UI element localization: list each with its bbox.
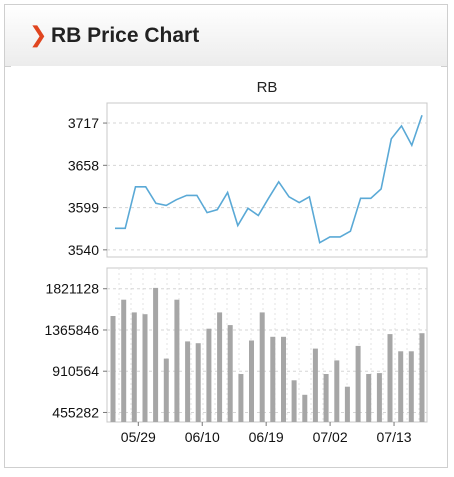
- x-tick-label: 06/19: [249, 429, 284, 445]
- price-y-tick-label: 3658: [68, 157, 99, 173]
- volume-y-tick-label: 1821128: [46, 281, 100, 297]
- volume-bar: [387, 334, 393, 422]
- volume-bar: [302, 394, 308, 422]
- volume-bar: [344, 386, 350, 422]
- panel-header: ❯ RB Price Chart: [5, 5, 447, 67]
- price-y-tick-label: 3599: [68, 200, 99, 216]
- volume-bar: [121, 299, 127, 422]
- chart-title: RB: [257, 79, 278, 96]
- volume-bar: [110, 316, 116, 422]
- volume-bar: [163, 358, 169, 422]
- price-y-tick-label: 3540: [68, 242, 99, 258]
- volume-bar: [238, 374, 244, 422]
- volume-bar: [334, 360, 340, 422]
- volume-bar: [217, 312, 223, 422]
- price-line: [115, 114, 423, 244]
- chevron-right-icon: ❯: [29, 23, 48, 48]
- volume-bar: [206, 328, 212, 422]
- volume-plot-frame: [106, 267, 428, 423]
- volume-y-tick-label: 1365846: [44, 322, 99, 338]
- volume-bar: [408, 351, 414, 422]
- volume-bar: [131, 312, 137, 422]
- x-tick-label: 07/02: [313, 429, 348, 445]
- volume-bar: [281, 336, 286, 422]
- volume-y-tick-label: 455282: [52, 404, 99, 420]
- volume-bar: [259, 312, 265, 422]
- volume-bar: [185, 341, 191, 422]
- volume-bar: [153, 287, 159, 422]
- volume-bar: [195, 343, 201, 422]
- volume-bar: [398, 351, 404, 422]
- x-tick-label: 05/29: [121, 429, 156, 445]
- volume-bar: [355, 345, 361, 422]
- volume-y-tick-label: 910564: [52, 363, 99, 379]
- x-tick-label: 06/10: [185, 429, 220, 445]
- price-plot-frame: [106, 102, 428, 258]
- volume-bar: [249, 340, 254, 422]
- volume-bar: [174, 299, 180, 422]
- volume-bar: [227, 325, 233, 422]
- volume-bar: [376, 373, 382, 422]
- volume-bar: [291, 380, 297, 422]
- volume-bar: [366, 374, 372, 422]
- panel-title: RB Price Chart: [51, 24, 200, 47]
- price-y-tick-label: 3717: [68, 115, 99, 131]
- volume-bar: [270, 336, 276, 422]
- volume-bar: [312, 348, 318, 422]
- volume-bar: [323, 374, 329, 422]
- x-tick-label: 07/13: [377, 429, 412, 445]
- volume-bar: [419, 333, 425, 422]
- volume-bar: [142, 314, 148, 422]
